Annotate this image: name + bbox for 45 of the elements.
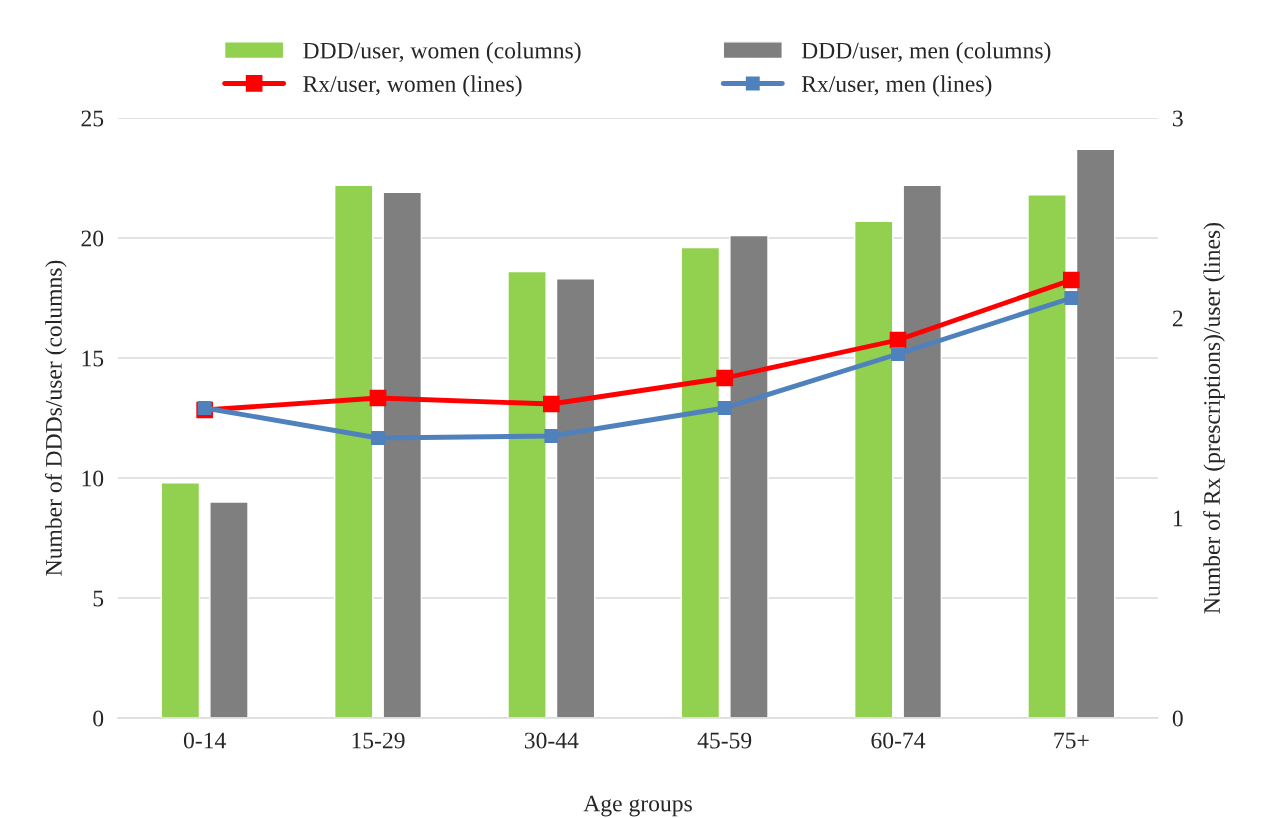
point <box>716 369 734 387</box>
y-tick-label: 15 <box>82 350 104 367</box>
point <box>1064 291 1079 305</box>
y-tick-label: 0 <box>93 710 104 727</box>
x-tick-label: 30-44 <box>524 732 579 749</box>
point <box>717 401 732 415</box>
y-tick-label: 25 <box>81 110 104 127</box>
bar <box>382 191 423 718</box>
point <box>891 347 905 361</box>
point <box>369 389 387 407</box>
legend-label: Rx/user, men (lines) <box>801 75 992 97</box>
legend-label: DDD/user, men (columns) <box>801 41 1051 64</box>
y-tick-label: 20 <box>81 230 104 247</box>
bar <box>1027 194 1067 718</box>
bar <box>902 184 943 718</box>
bar <box>1075 148 1116 718</box>
bar <box>160 482 201 718</box>
y2-tick-label: 2 <box>1172 310 1183 327</box>
point <box>197 401 212 415</box>
y2-tick-label: 1 <box>1173 510 1183 527</box>
point <box>371 431 385 445</box>
y-tick-label: 10 <box>82 470 104 487</box>
bar <box>729 234 769 718</box>
point <box>544 429 559 443</box>
y2-tick-label: 0 <box>1172 710 1183 727</box>
x-tick-label: 60-74 <box>871 732 926 749</box>
y2-tick-label: 3 <box>1173 110 1183 127</box>
legend-label: Rx/user, women (lines) <box>303 75 522 97</box>
point <box>1062 271 1080 289</box>
x-tick-label: 45-59 <box>697 732 752 749</box>
bar <box>209 501 249 718</box>
x-tick-label: 15-29 <box>352 732 405 749</box>
point <box>542 395 560 413</box>
x-tick-label: 0-14 <box>183 732 226 749</box>
x-tick-label: 75+ <box>1054 732 1089 749</box>
y2-axis-title: Number of Rx (prescriptions)/user (lines) <box>1203 222 1225 614</box>
bar <box>853 220 894 718</box>
legend-label: DDD/user, women (columns) <box>303 41 581 64</box>
y-axis-title: Number of DDDs/user (columns) <box>44 260 67 576</box>
x-axis-title: Age groups <box>583 795 692 817</box>
bar <box>507 270 547 718</box>
y-tick-label: 5 <box>93 590 104 607</box>
bar <box>333 184 374 718</box>
bar <box>680 246 721 718</box>
bar <box>555 278 596 718</box>
